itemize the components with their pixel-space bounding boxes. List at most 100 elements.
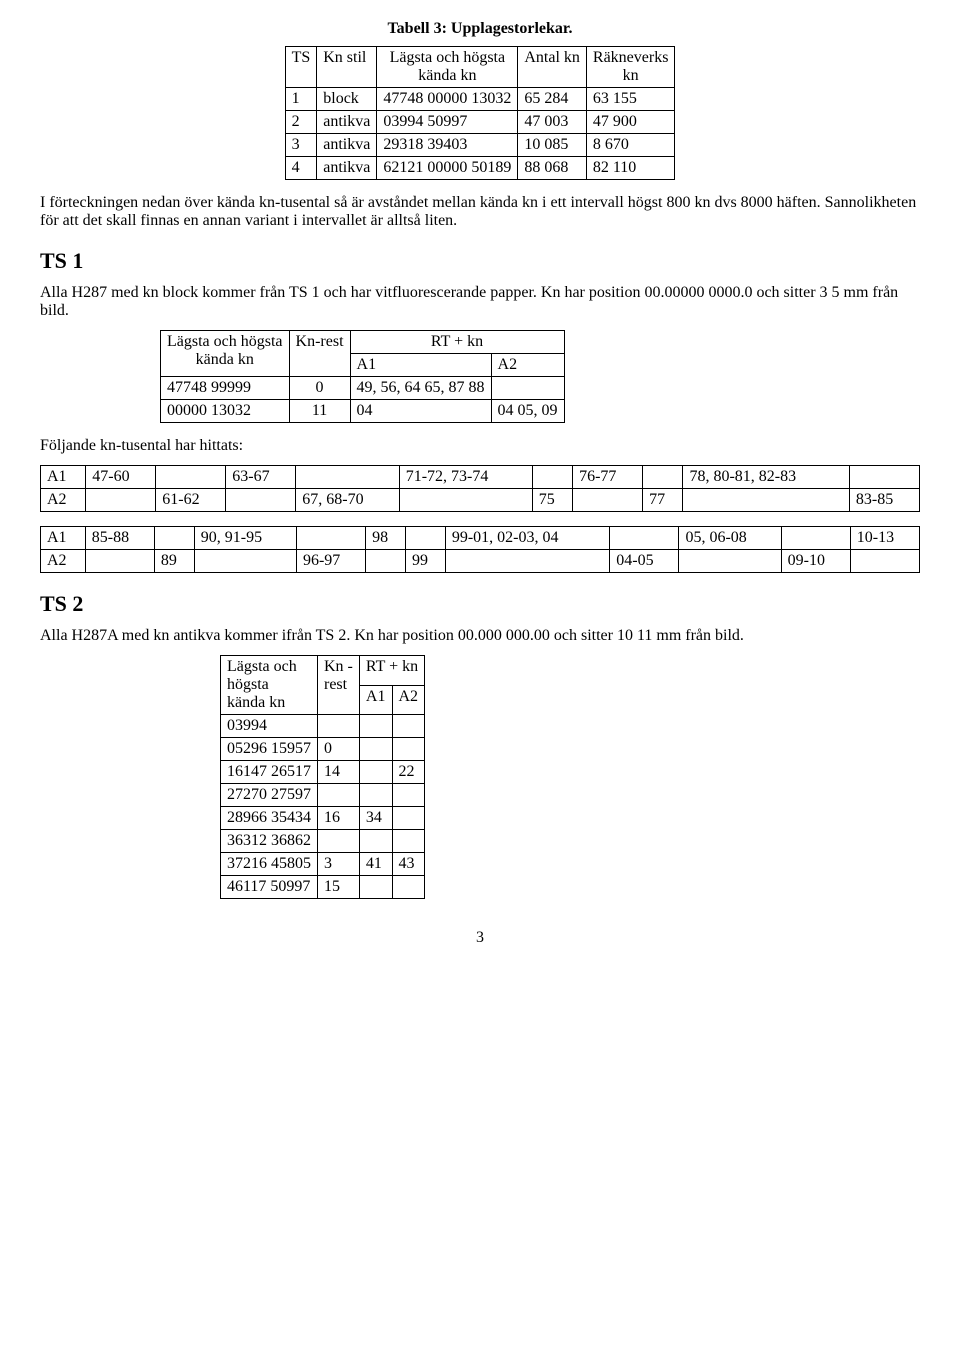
th-knrest: Kn -rest (318, 656, 360, 715)
ts2-table: Lägsta ochhögstakända kn Kn -rest RT + k… (220, 655, 425, 899)
cell: 34 (359, 807, 392, 830)
cell (392, 876, 425, 899)
ts2-heading: TS 2 (40, 591, 920, 617)
th-antal: Antal kn (518, 47, 587, 88)
cell: 05296 15957 (221, 738, 318, 761)
cell: antikva (317, 111, 377, 134)
table-row: 05296 159570 (221, 738, 425, 761)
cell (781, 527, 850, 550)
cell: 47748 00000 13032 (377, 88, 518, 111)
cell: 98 (366, 527, 406, 550)
cell: 05, 06-08 (679, 527, 781, 550)
cell: 78, 80-81, 82-83 (683, 466, 849, 489)
cell (850, 550, 919, 573)
table-row: 4 antikva 62121 00000 50189 88 068 82 11… (285, 157, 675, 180)
cell (296, 466, 399, 489)
cell: block (317, 88, 377, 111)
cell: 0 (289, 377, 350, 400)
cell: 36312 36862 (221, 830, 318, 853)
cell: 96-97 (296, 550, 365, 573)
table3-title: Tabell 3: Upplagestorlekar. (40, 20, 920, 38)
cell: 76-77 (573, 466, 643, 489)
cell (849, 466, 919, 489)
ts1-grid2: A1 85-88 90, 91-95 98 99-01, 02-03, 04 0… (40, 526, 920, 573)
cell (359, 876, 392, 899)
cell: 46117 50997 (221, 876, 318, 899)
cell (359, 830, 392, 853)
ts1-grid1: A1 47-60 63-67 71-72, 73-74 76-77 78, 80… (40, 465, 920, 512)
cell (318, 715, 360, 738)
cell (683, 489, 849, 512)
th-rakne: Räkneverkskn (586, 47, 675, 88)
cell (194, 550, 296, 573)
cell (359, 715, 392, 738)
cell (318, 784, 360, 807)
cell: 71-72, 73-74 (399, 466, 532, 489)
foljande-text: Följande kn-tusental har hittats: (40, 437, 920, 455)
cell: 47 003 (518, 111, 587, 134)
cell: 88 068 (518, 157, 587, 180)
cell: 61-62 (156, 489, 226, 512)
table-row: A2 89 96-97 99 04-05 09-10 (41, 550, 920, 573)
cell: 09-10 (781, 550, 850, 573)
cell: A2 (41, 550, 86, 573)
table-row: 1 block 47748 00000 13032 65 284 63 155 (285, 88, 675, 111)
th-rtkn: RT + kn (359, 656, 424, 686)
cell: 04 (350, 400, 491, 423)
table-row: 37216 4580534143 (221, 853, 425, 876)
cell (86, 489, 156, 512)
cell: 28966 35434 (221, 807, 318, 830)
ts1-table: Lägsta och högstakända kn Kn-rest RT + k… (160, 330, 565, 423)
cell: 49, 56, 64 65, 87 88 (350, 377, 491, 400)
page-number: 3 (40, 929, 920, 947)
cell: 11 (289, 400, 350, 423)
table-row: A2 61-62 67, 68-70 75 77 83-85 (41, 489, 920, 512)
cell (610, 527, 679, 550)
cell: 16 (318, 807, 360, 830)
cell: 2 (285, 111, 317, 134)
cell (392, 830, 425, 853)
cell (359, 738, 392, 761)
cell (491, 377, 564, 400)
cell: 15 (318, 876, 360, 899)
cell: 16147 26517 (221, 761, 318, 784)
th-a1: A1 (359, 685, 392, 715)
th-a2: A2 (392, 685, 425, 715)
cell: 63-67 (226, 466, 296, 489)
cell (573, 489, 643, 512)
cell (366, 550, 406, 573)
table-row: A1 85-88 90, 91-95 98 99-01, 02-03, 04 0… (41, 527, 920, 550)
th-lagsta: Lägsta och högstakända kn (377, 47, 518, 88)
th-ts: TS (285, 47, 317, 88)
cell: 82 110 (586, 157, 675, 180)
cell (532, 466, 572, 489)
cell (399, 489, 532, 512)
cell: 29318 39403 (377, 134, 518, 157)
th-knrest: Kn-rest (289, 331, 350, 377)
cell: 47 900 (586, 111, 675, 134)
ts2-para: Alla H287A med kn antikva kommer ifrån T… (40, 627, 920, 645)
cell: 27270 27597 (221, 784, 318, 807)
cell: 1 (285, 88, 317, 111)
cell (359, 761, 392, 784)
th-lagsta: Lägsta ochhögstakända kn (221, 656, 318, 715)
cell: 47748 99999 (161, 377, 290, 400)
table-row: 46117 5099715 (221, 876, 425, 899)
cell: 37216 45805 (221, 853, 318, 876)
cell: antikva (317, 134, 377, 157)
table-row: 27270 27597 (221, 784, 425, 807)
cell: 99 (405, 550, 445, 573)
cell: 4 (285, 157, 317, 180)
cell: 03994 (221, 715, 318, 738)
cell (85, 550, 154, 573)
cell: 77 (643, 489, 683, 512)
table3: TS Kn stil Lägsta och högstakända kn Ant… (285, 46, 676, 180)
table-row: 36312 36862 (221, 830, 425, 853)
cell (359, 784, 392, 807)
cell: 85-88 (85, 527, 154, 550)
cell (445, 550, 609, 573)
cell: 41 (359, 853, 392, 876)
cell: 00000 13032 (161, 400, 290, 423)
cell: 89 (154, 550, 194, 573)
cell (392, 715, 425, 738)
